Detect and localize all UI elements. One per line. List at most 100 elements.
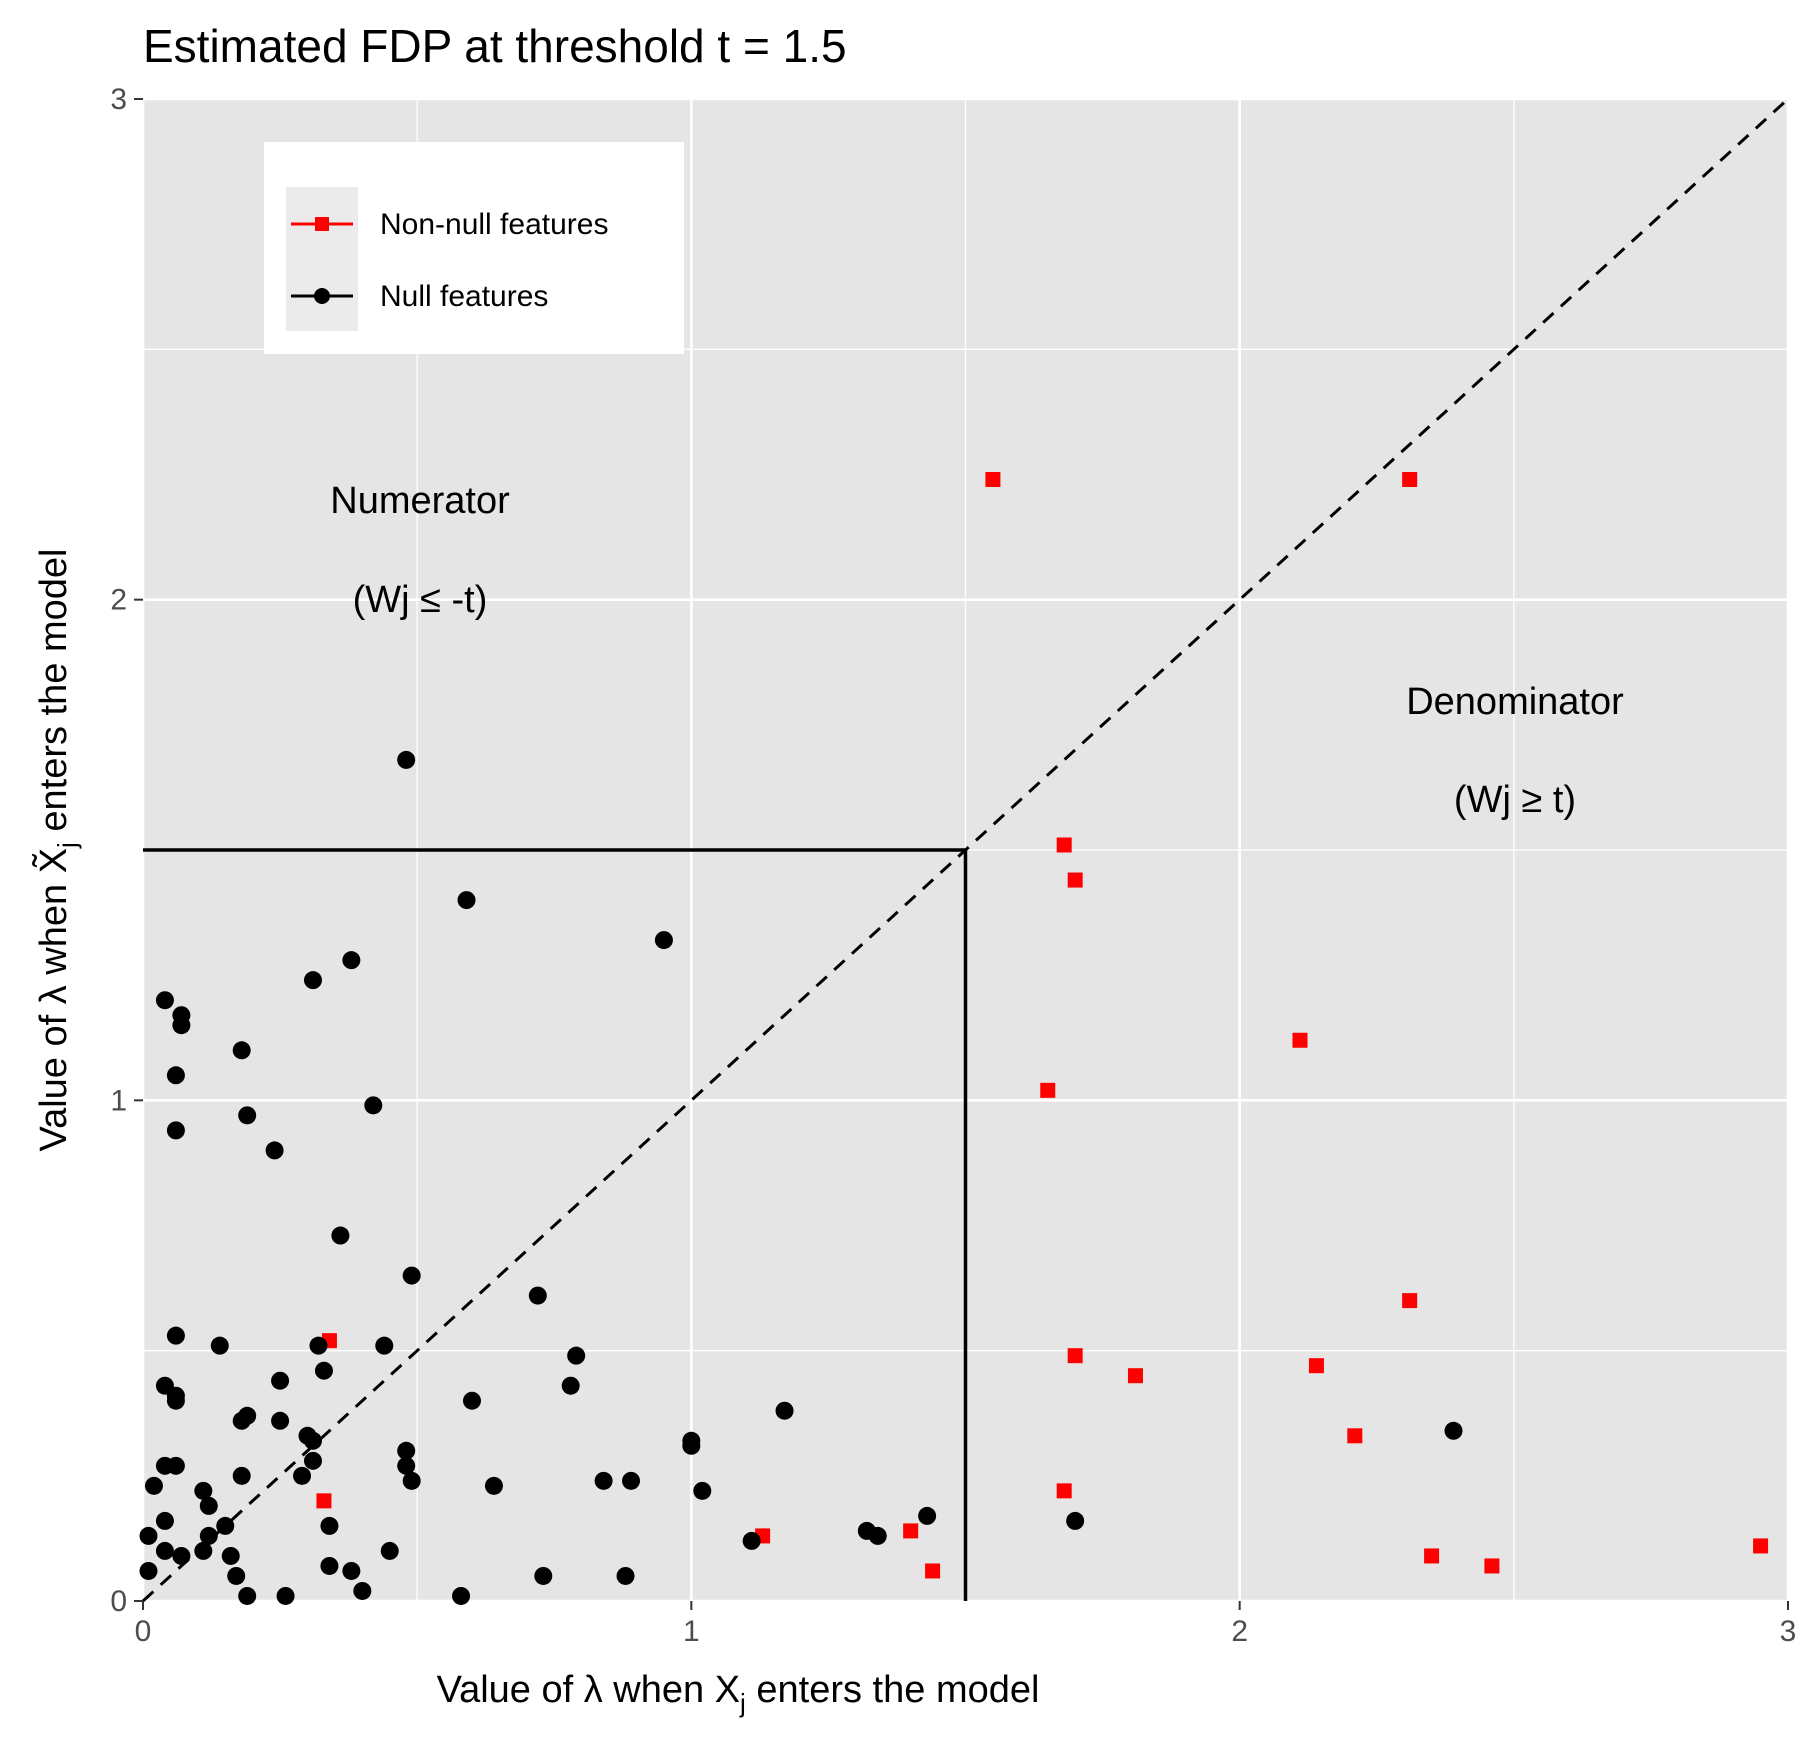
null-feature-point [309, 1336, 328, 1355]
null-feature-point [380, 1541, 399, 1560]
null-feature-point [616, 1566, 635, 1585]
nonnull-feature-point [925, 1563, 941, 1579]
nonnull-feature-point [1067, 1348, 1083, 1364]
null-feature-point [293, 1466, 312, 1485]
null-feature-point [166, 1326, 185, 1345]
null-feature-point [271, 1371, 290, 1390]
y-axis-title-subscript: j [52, 842, 82, 849]
null-feature-point [166, 1391, 185, 1410]
null-feature-point [484, 1476, 503, 1495]
null-feature-point [276, 1586, 295, 1605]
null-feature-point [397, 1456, 416, 1475]
null-feature-point [238, 1586, 257, 1605]
axis-ticks: 0 1 2 3 0 1 2 3 [110, 83, 1796, 1648]
null-feature-point [457, 891, 476, 910]
null-feature-point [238, 1106, 257, 1125]
legend-nonnull-marker [315, 217, 329, 231]
x-axis-title-subscript: j [739, 1688, 746, 1718]
legend: Non-null features Null features [264, 142, 684, 354]
null-feature-point [232, 1411, 251, 1430]
nonnull-feature-point [1056, 837, 1072, 853]
threshold-guides [141, 97, 1790, 1603]
null-feature-point [682, 1436, 701, 1455]
null-feature-point [303, 1431, 322, 1450]
null-feature-point [232, 1041, 251, 1060]
null-feature-point [402, 1266, 421, 1285]
null-feature-point [139, 1526, 158, 1545]
x-axis-title-suffix: enters the model [746, 1669, 1040, 1711]
null-feature-point [155, 1511, 174, 1530]
null-feature-point [528, 1286, 547, 1305]
y-tick-label: 3 [110, 83, 127, 116]
x-tick-label: 1 [683, 1615, 700, 1648]
null-feature-point [775, 1401, 794, 1420]
null-feature-point [194, 1481, 213, 1500]
y-axis-title-prefix: Value of λ when X̃ [32, 848, 75, 1151]
nonnull-feature-point [1402, 1293, 1418, 1309]
legend-key-background [286, 187, 358, 331]
nonnull-feature-point [1424, 1548, 1440, 1564]
null-feature-point [320, 1516, 339, 1535]
null-feature-point [271, 1411, 290, 1430]
nonnull-feature-point [1753, 1538, 1769, 1554]
nonnull-feature-point [1347, 1428, 1363, 1444]
null-feature-point [594, 1471, 613, 1490]
null-feature-point [216, 1516, 235, 1535]
denominator-condition: (Wj ≥ t) [1454, 779, 1576, 821]
y-tick-label: 2 [110, 584, 127, 617]
null-feature-point [166, 1456, 185, 1475]
null-feature-point [199, 1496, 218, 1515]
null-feature-point [166, 1066, 185, 1085]
null-feature-point [1066, 1511, 1085, 1530]
nonnull-feature-point [1402, 472, 1418, 488]
nonnull-feature-point [316, 1493, 332, 1509]
x-axis-title-prefix: Value of λ when X [437, 1669, 740, 1711]
null-feature-point [452, 1586, 471, 1605]
numerator-label: Numerator [330, 480, 510, 522]
null-feature-point [303, 971, 322, 990]
nonnull-feature-point [1308, 1358, 1324, 1374]
null-feature-point [397, 750, 416, 769]
null-feature-point [693, 1481, 712, 1500]
nonnull-feature-point [1292, 1032, 1308, 1048]
null-feature-point [375, 1336, 394, 1355]
null-feature-point [622, 1471, 641, 1490]
legend-nonnull-label: Non-null features [380, 208, 608, 241]
null-feature-point [166, 1121, 185, 1140]
null-feature-point [314, 1361, 333, 1380]
null-feature-point [342, 1561, 361, 1580]
null-feature-point [397, 1441, 416, 1460]
null-feature-point [331, 1226, 350, 1245]
null-feature-point [155, 991, 174, 1010]
denominator-label: Denominator [1406, 681, 1624, 723]
null-feature-point [868, 1526, 887, 1545]
null-feature-point [342, 951, 361, 970]
nonnull-feature-point [985, 472, 1001, 488]
null-feature-point [221, 1546, 240, 1565]
null-feature-point [561, 1376, 580, 1395]
null-feature-point [232, 1466, 251, 1485]
null-feature-point [534, 1566, 553, 1585]
null-feature-point [567, 1346, 586, 1365]
nonnull-feature-point [1056, 1483, 1072, 1499]
null-feature-point [918, 1506, 937, 1525]
y-tick-label: 1 [110, 1084, 127, 1117]
null-feature-point [144, 1476, 163, 1495]
nonnull-feature-point [1484, 1558, 1500, 1574]
y-axis-title: Value of λ when X̃j enters the model [32, 549, 82, 1152]
x-tick-label: 3 [1780, 1615, 1797, 1648]
null-feature-point [265, 1141, 284, 1160]
null-feature-point [199, 1526, 218, 1545]
null-feature-point [210, 1336, 229, 1355]
null-feature-point [139, 1561, 158, 1580]
y-tick-label: 0 [110, 1585, 127, 1618]
null-feature-point [320, 1556, 339, 1575]
null-feature-point [364, 1096, 383, 1115]
null-feature-point [303, 1451, 322, 1470]
null-feature-point [742, 1531, 761, 1550]
null-feature-point [463, 1391, 481, 1410]
null-feature-point [1444, 1421, 1463, 1440]
null-feature-point [155, 1541, 174, 1560]
legend-null-label: Null features [380, 280, 548, 313]
